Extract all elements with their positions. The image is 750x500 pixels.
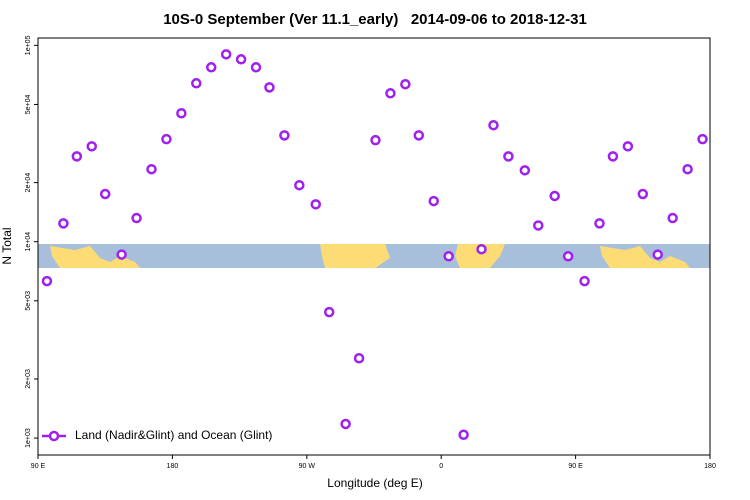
y-tick-label: 5e+04: [25, 95, 32, 115]
point: [205, 62, 217, 73]
y-tick-label: 1e+05: [25, 35, 32, 55]
legend-label: Land (Nadir&Glint) and Ocean (Glint): [75, 428, 272, 442]
point: [41, 275, 53, 287]
point: [488, 119, 499, 131]
point: [264, 82, 275, 93]
point: [191, 78, 202, 89]
y-tick-label: 2e+03: [25, 369, 32, 389]
point: [533, 220, 544, 231]
point: [503, 151, 514, 162]
point: [549, 190, 560, 202]
point: [594, 218, 605, 229]
point: [562, 251, 574, 262]
y-tick-label: 1e+03: [25, 428, 32, 448]
point: [279, 130, 290, 141]
point: [340, 418, 351, 430]
point: [385, 88, 396, 99]
y-tick-label: 2e+04: [25, 173, 32, 193]
point: [146, 163, 157, 175]
point: [99, 188, 111, 200]
point: [71, 151, 83, 162]
point: [443, 251, 454, 262]
point: [58, 218, 69, 229]
point: [652, 249, 663, 260]
point: [697, 133, 708, 145]
x-tick-label: 0: [439, 463, 443, 470]
y-tick-label: 5e+03: [25, 291, 32, 311]
x-tick-label: 180: [704, 463, 716, 470]
x-tick-label: 180: [167, 463, 179, 470]
plot-frame: [37, 37, 711, 456]
point: [607, 151, 619, 162]
point: [622, 141, 634, 152]
x-tick-label: 90 E: [568, 463, 583, 470]
point: [353, 352, 365, 364]
point: [579, 275, 590, 287]
point: [161, 133, 172, 145]
x-tick-label: 90 W: [299, 463, 316, 470]
y-tick-label: 1e+04: [25, 232, 32, 252]
map-band: [38, 244, 710, 268]
point: [176, 108, 187, 119]
point: [250, 62, 262, 73]
point: [370, 134, 381, 146]
point: [86, 141, 98, 152]
point: [667, 212, 678, 224]
legend-marker: [48, 430, 60, 442]
point: [131, 212, 142, 224]
point: [413, 130, 425, 141]
point: [294, 179, 305, 191]
point: [637, 188, 649, 200]
point: [476, 243, 487, 255]
point: [458, 429, 469, 440]
point: [235, 54, 247, 65]
point: [428, 195, 439, 207]
y-axis-label: N Total: [0, 227, 14, 264]
point: [310, 199, 322, 210]
x-tick-label: 90 E: [31, 463, 46, 470]
point: [400, 78, 411, 90]
x-axis-label: Longitude (deg E): [327, 476, 422, 490]
point: [220, 49, 232, 60]
point: [682, 163, 693, 175]
point: [519, 165, 531, 176]
point: [323, 306, 335, 318]
point: [116, 249, 127, 260]
chart-title: 10S-0 September (Ver 11.1_early) 2014-09…: [163, 11, 587, 28]
